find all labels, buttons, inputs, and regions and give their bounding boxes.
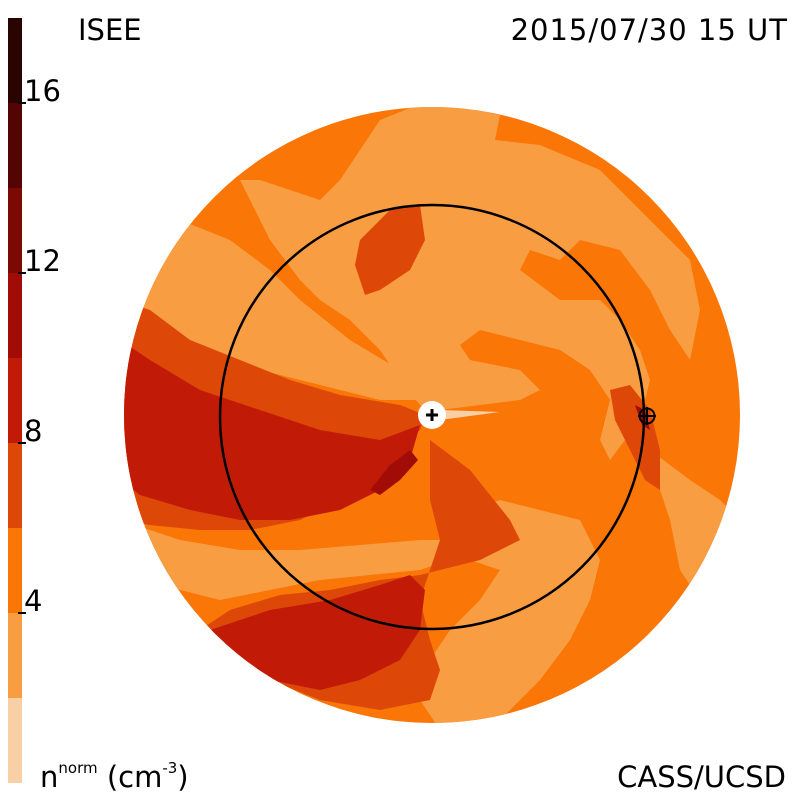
unit-exponent: -3 [162,759,178,777]
light-region-top-right [240,107,700,460]
colorbar-segment [8,698,22,783]
colorbar-segment [8,443,22,528]
circled-plus-icon [638,407,656,425]
colorbar [8,18,22,783]
org-label: ISEE [78,13,142,47]
light-streak-sun [440,410,500,420]
colorbar-segment [8,528,22,613]
unit-norm-superscript: norm [58,759,98,777]
datetime-label: 2015/07/30 15 UT [510,13,788,47]
darkest-core [370,450,418,495]
credit-label: CASS/UCSD [617,760,786,794]
colorbar-segment [8,188,22,273]
unit-base: n [40,760,59,794]
colorbar-segment [8,273,22,358]
plus-icon [418,401,446,429]
colorbar-segment [8,358,22,443]
unit-label: nnorm (cm-3) [40,761,189,792]
unit-paren-open: (cm [106,760,163,794]
light-region-bottom [124,520,450,600]
colorbar-tick-label: 16 [24,74,61,108]
light-band-west [124,220,420,400]
darkest-band-southwest [210,575,425,690]
colorbar-segment [8,18,22,103]
darkest-band-west [124,340,420,520]
unit-paren-close: ) [177,760,189,794]
colorbar-segment [8,103,22,188]
colorbar-tick-label: 4 [24,584,43,618]
colorbar-tick-label: 12 [24,244,61,278]
dark-patch-north [355,205,425,295]
colorbar-tick-label: 8 [24,414,43,448]
colorbar-ticks [18,102,26,614]
colorbar-segment [8,613,22,698]
